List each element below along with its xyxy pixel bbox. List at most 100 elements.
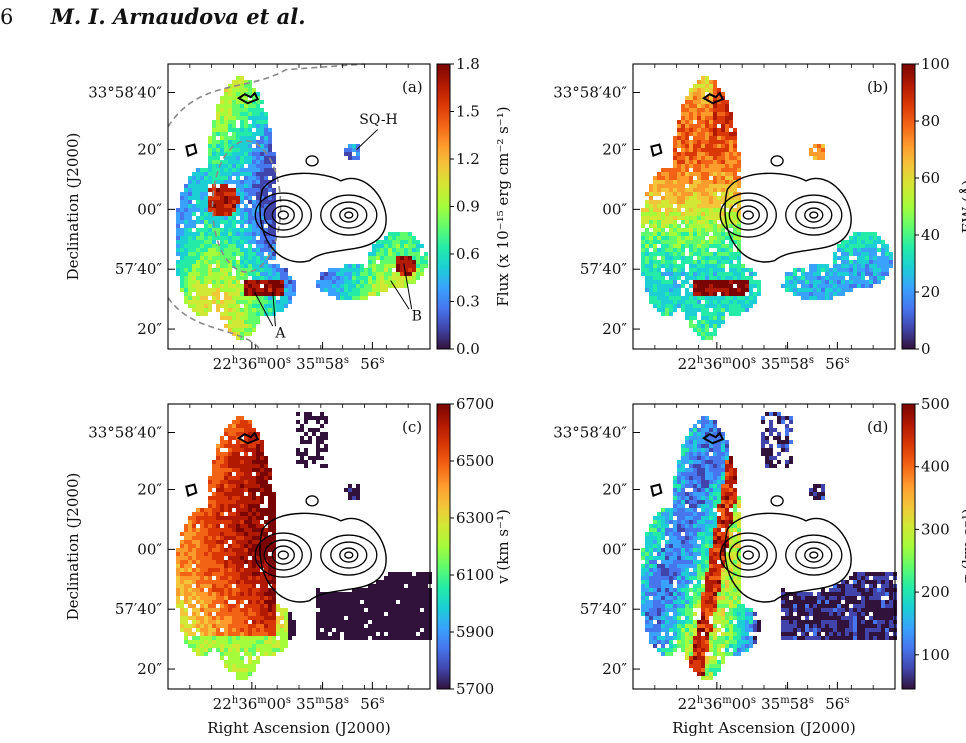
map-pixel [236,532,240,536]
map-pixel [681,152,685,156]
map-pixel [717,120,721,124]
map-pixel [264,600,268,604]
map-pixel [669,172,673,176]
map-pixel [669,192,673,196]
map-pixel [236,236,240,240]
map-pixel [713,92,717,96]
map-pixel [192,580,196,584]
map-pixel [657,224,661,228]
map-pixel [252,608,256,612]
map-pixel [693,252,697,256]
map-pixel [224,568,228,572]
map-pixel [328,608,332,612]
map-pixel [877,268,881,272]
map-pixel [360,620,364,624]
map-pixel [713,172,717,176]
map-pixel [256,180,260,184]
map-pixel [821,288,825,292]
map-pixel [216,468,220,472]
map-pixel [256,176,260,180]
map-pixel [408,276,412,280]
map-pixel [224,620,228,624]
map-pixel [188,184,192,188]
map-pixel [192,176,196,180]
map-pixel [220,232,224,236]
map-pixel [737,236,741,240]
map-pixel [256,124,260,128]
map-pixel [216,120,220,124]
map-pixel [272,648,276,652]
map-pixel [200,648,204,652]
y-tick-label: 20″ [137,320,162,338]
map-pixel [220,132,224,136]
map-pixel [264,532,268,536]
map-pixel [861,276,865,280]
map-pixel [697,216,701,220]
map-pixel [248,512,252,516]
map-pixel [340,276,344,280]
map-pixel [705,324,709,328]
map-pixel [380,284,384,288]
map-pixel [244,260,248,264]
map-pixel [184,196,188,200]
map-pixel [236,644,240,648]
map-pixel [721,300,725,304]
map-pixel [685,220,689,224]
map-pixel [208,488,212,492]
contour-ring [344,551,354,559]
map-pixel [689,308,693,312]
map-pixel [236,508,240,512]
map-pixel [196,236,200,240]
map-pixel [677,164,681,168]
map-pixel [208,640,212,644]
map-pixel [885,268,889,272]
map-pixel [769,448,773,452]
map-pixel [284,628,288,632]
map-pixel [717,88,721,92]
map-pixel [400,284,404,288]
map-pixel [204,536,208,540]
map-pixel [216,164,220,168]
map-pixel [376,612,380,616]
map-pixel [697,128,701,132]
map-pixel [220,112,224,116]
map-pixel [873,256,877,260]
map-pixel [653,268,657,272]
map-pixel [176,268,180,272]
map-pixel [284,616,288,620]
map-pixel [729,244,733,248]
map-pixel [725,220,729,224]
map-pixel [412,236,416,240]
map-pixel [272,504,276,508]
map-pixel [260,612,264,616]
map-pixel [240,580,244,584]
map-pixel [697,320,701,324]
map-pixel [288,300,292,304]
map-pixel [356,152,360,156]
map-pixel [360,592,364,596]
map-pixel [240,472,244,476]
map-pixel [673,288,677,292]
map-pixel [725,128,729,132]
map-pixel [244,268,248,272]
map-pixel [248,568,252,572]
map-pixel [204,260,208,264]
map-pixel [232,124,236,128]
map-pixel [248,464,252,468]
map-pixel [180,560,184,564]
map-pixel [705,160,709,164]
map-pixel [232,560,236,564]
map-pixel [272,608,276,612]
map-pixel [360,296,364,300]
map-pixel [669,176,673,180]
map-pixel [733,468,737,472]
map-pixel [829,284,833,288]
map-pixel [721,148,725,152]
map-pixel [232,292,236,296]
map-pixel [268,488,272,492]
map-pixel [869,256,873,260]
map-pixel [801,268,805,272]
map-pixel [188,268,192,272]
map-pixel [657,276,661,280]
map-pixel [725,140,729,144]
